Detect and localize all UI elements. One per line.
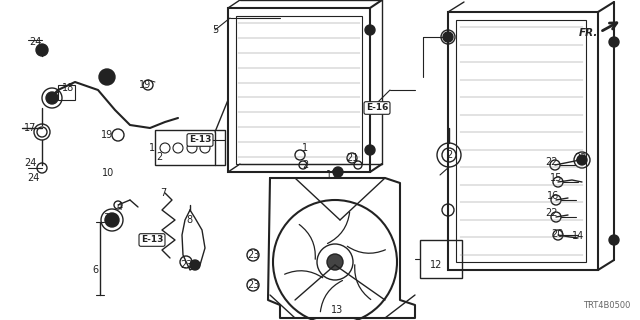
Text: 23: 23 [574,153,586,163]
Bar [228,8,370,172]
Bar [420,240,462,278]
Circle shape [365,25,375,35]
Bar [456,20,586,262]
Circle shape [327,254,343,270]
Text: 23: 23 [180,260,192,270]
Circle shape [609,235,619,245]
Text: 2: 2 [446,150,452,160]
Text: 3: 3 [103,213,109,223]
Circle shape [99,69,115,85]
Text: 19: 19 [139,80,151,90]
Text: 11: 11 [326,170,338,180]
Bar [58,85,75,100]
Circle shape [46,92,58,104]
Text: 2: 2 [302,160,308,170]
Circle shape [105,213,119,227]
Text: 13: 13 [331,305,343,315]
Text: E-13: E-13 [189,135,211,145]
Text: 24: 24 [27,173,39,183]
Text: 10: 10 [102,168,114,178]
Text: 21: 21 [346,153,358,163]
Text: 9: 9 [104,75,110,85]
Text: 23: 23 [247,280,259,290]
Bar [155,130,225,165]
Text: TRT4B0500: TRT4B0500 [582,301,630,310]
Text: 4: 4 [117,202,123,212]
Text: E-13: E-13 [141,236,163,244]
Circle shape [609,37,619,47]
Circle shape [36,44,48,56]
Bar [236,16,362,164]
Text: 20: 20 [551,229,563,239]
Text: 19: 19 [101,130,113,140]
Text: FR.: FR. [579,28,598,38]
Circle shape [365,145,375,155]
Text: 17: 17 [24,123,36,133]
Text: 14: 14 [572,231,584,241]
Circle shape [577,155,587,165]
Text: 16: 16 [547,191,559,201]
Text: 15: 15 [550,173,562,183]
Text: 24: 24 [29,37,41,47]
Text: 6: 6 [92,265,98,275]
Circle shape [190,260,200,270]
Text: 23: 23 [247,250,259,260]
Text: 1: 1 [302,143,308,153]
Text: 1: 1 [149,143,155,153]
Text: E-16: E-16 [366,103,388,113]
Text: 22: 22 [546,208,558,218]
Text: 7: 7 [160,188,166,198]
Text: 24: 24 [24,158,36,168]
Text: 2: 2 [156,152,162,162]
Circle shape [443,32,453,42]
Text: 18: 18 [62,83,74,93]
Text: 12: 12 [430,260,442,270]
Text: 5: 5 [212,25,218,35]
Bar [448,12,598,270]
Text: 8: 8 [186,215,192,225]
Text: 22: 22 [545,157,557,167]
Circle shape [333,167,343,177]
